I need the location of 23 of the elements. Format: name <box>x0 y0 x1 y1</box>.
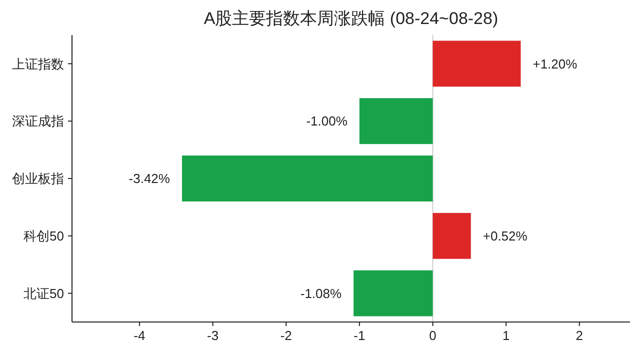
data-label: +0.52% <box>482 228 528 244</box>
y-tick-label: 科创50 <box>24 228 64 244</box>
data-label: +1.20% <box>532 56 578 72</box>
y-tick-label: 北证50 <box>24 286 64 301</box>
y-tick-label: 创业板指 <box>12 171 64 186</box>
bar <box>432 212 471 259</box>
x-tick-label: -2 <box>280 328 292 343</box>
x-tick-label: 0 <box>429 328 436 343</box>
data-label: -1.08% <box>300 286 342 301</box>
x-tick-label: -1 <box>354 328 366 343</box>
data-label: -3.42% <box>128 171 170 186</box>
bar <box>432 40 521 87</box>
y-tick-label: 上证指数 <box>12 56 64 72</box>
bar <box>354 270 433 316</box>
x-tick-label: -4 <box>134 328 146 343</box>
y-tick-label: 深证成指 <box>12 114 64 129</box>
bar <box>359 98 433 144</box>
x-tick-label: 1 <box>502 328 510 343</box>
x-tick-label: 2 <box>576 328 584 343</box>
bar <box>182 156 433 202</box>
x-tick-label: -3 <box>207 328 219 343</box>
data-label: -1.00% <box>306 114 348 129</box>
chart-title: A股主要指数本周涨跌幅 (08-24~08-28) <box>204 9 498 28</box>
